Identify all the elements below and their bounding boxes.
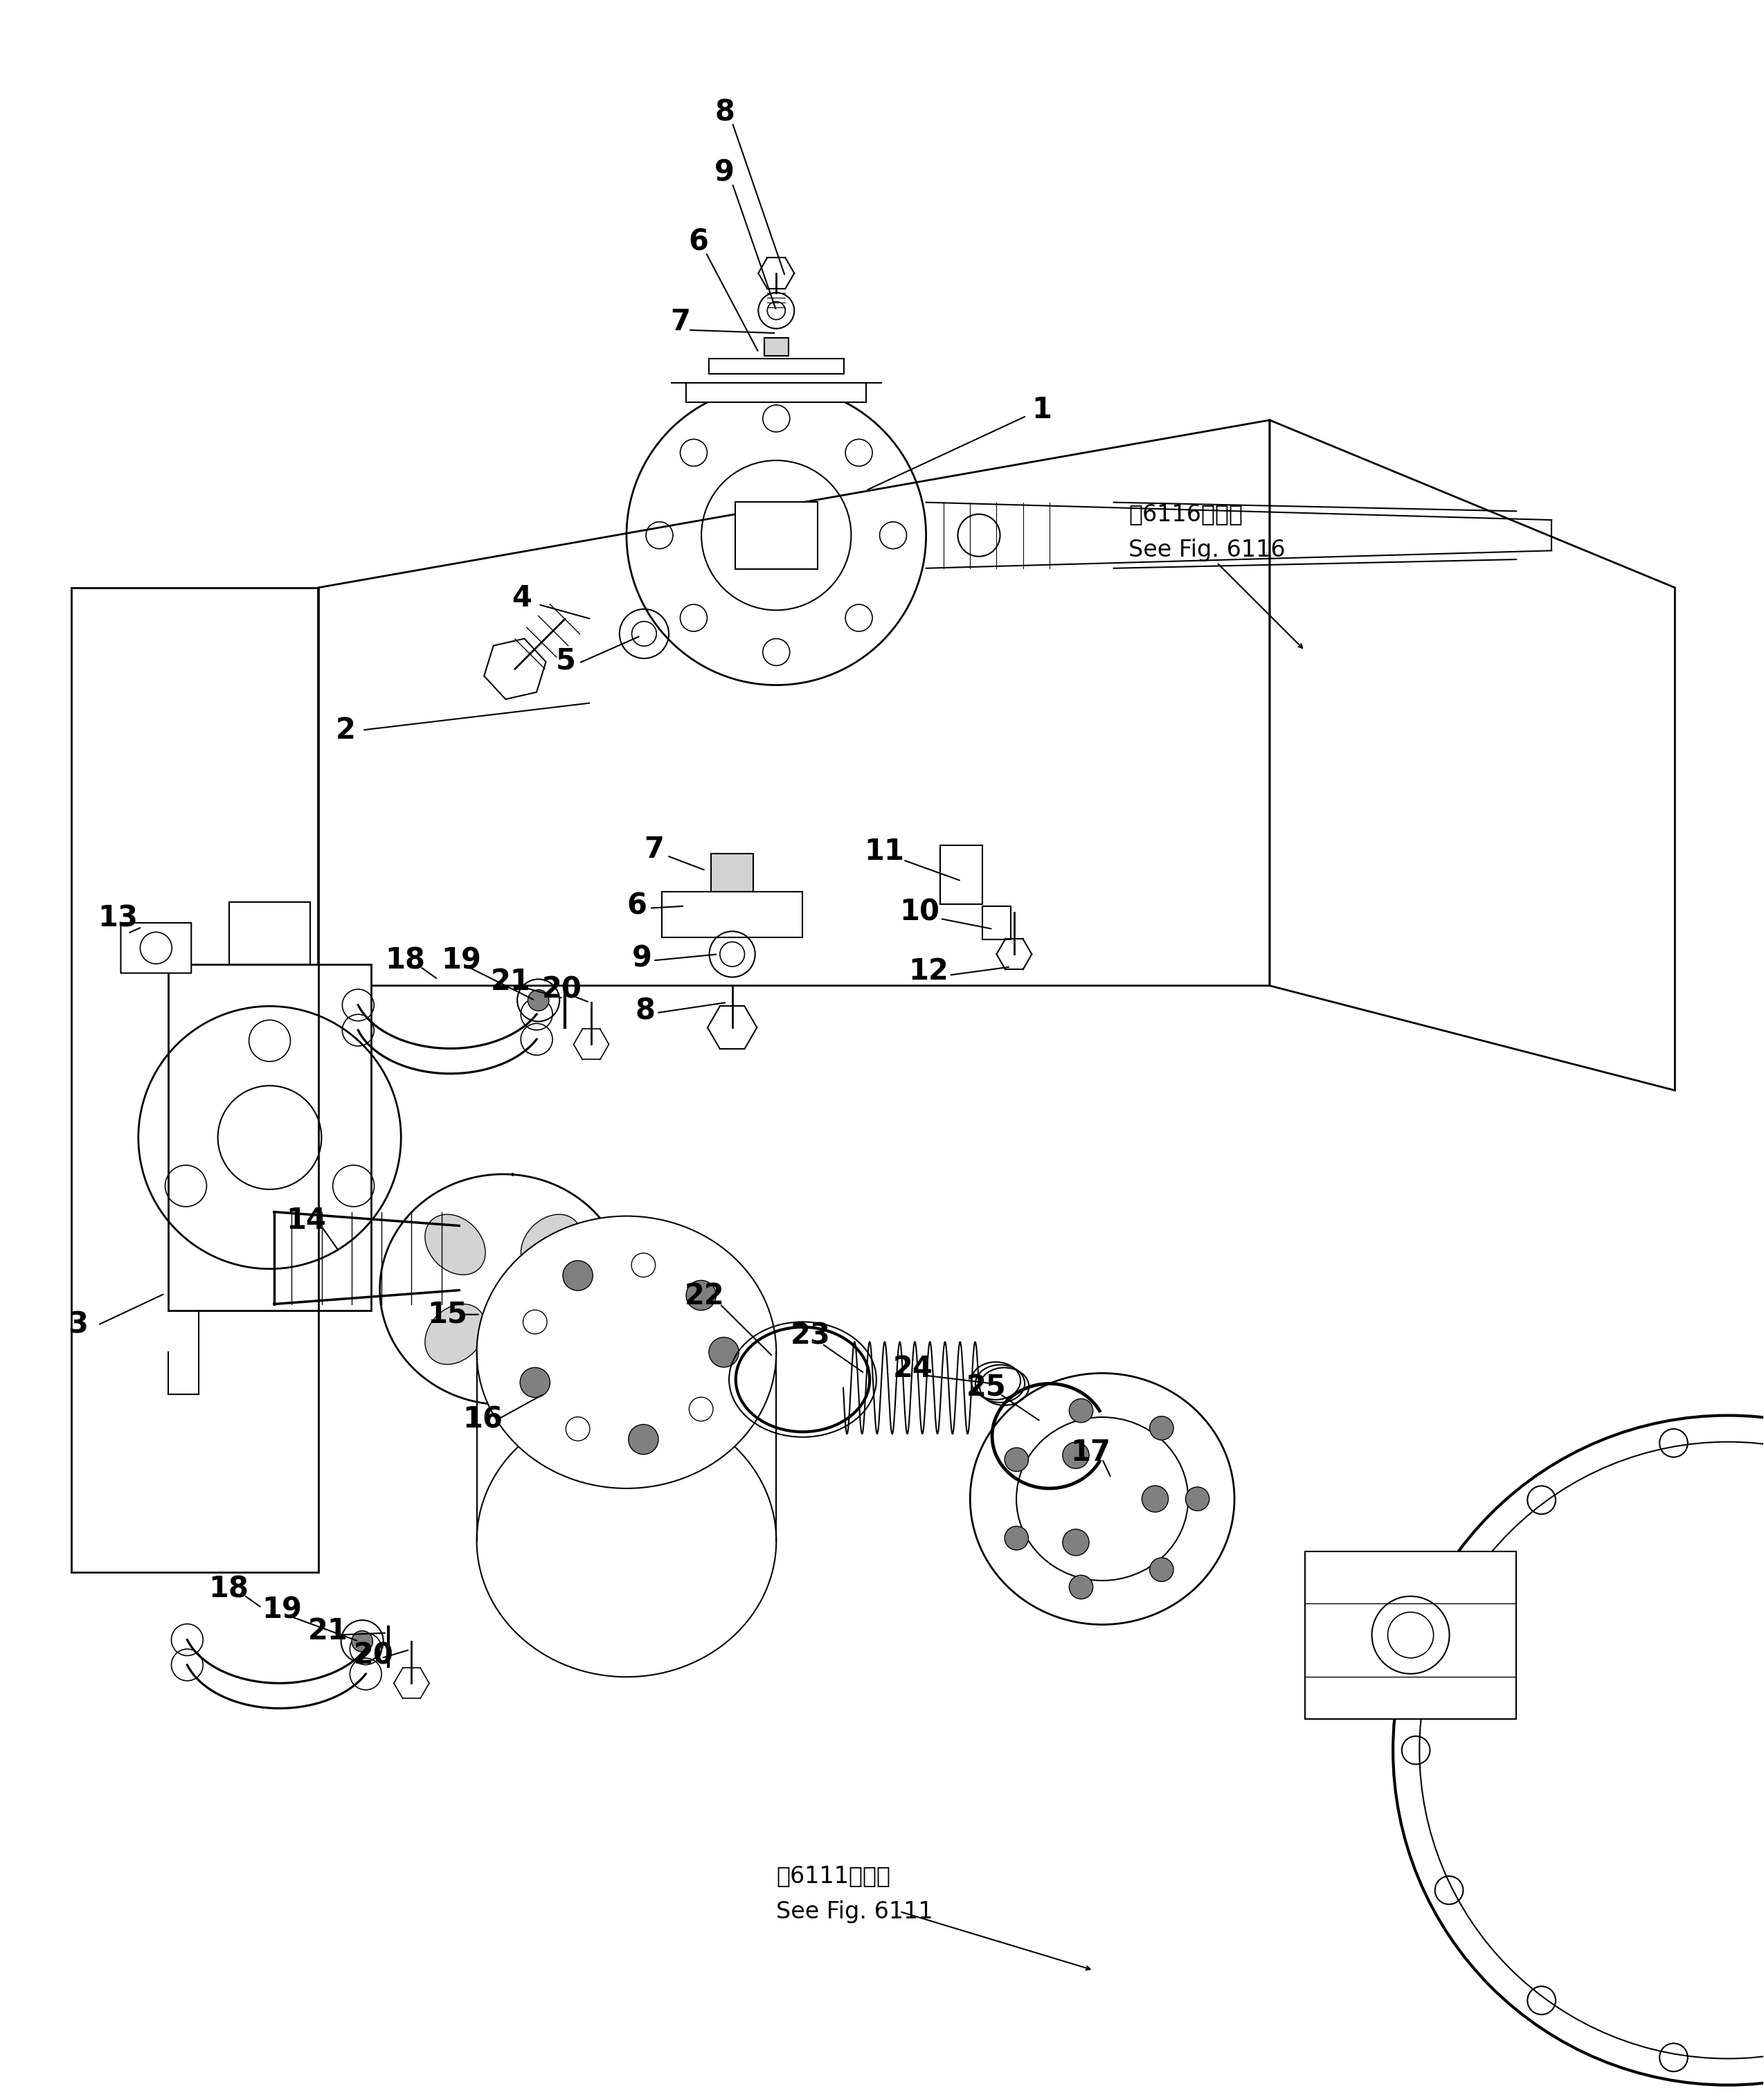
Text: 19: 19 [441,946,482,975]
Text: 21: 21 [490,967,531,996]
Circle shape [1062,1443,1088,1468]
Circle shape [686,1281,716,1311]
Text: 24: 24 [893,1355,933,1384]
Circle shape [958,514,1000,556]
Text: 3: 3 [69,1311,88,1340]
Text: 19: 19 [261,1596,302,1625]
Text: 8: 8 [635,996,656,1025]
Circle shape [351,1631,372,1652]
Circle shape [709,1338,739,1367]
Text: 8: 8 [714,99,734,126]
Circle shape [1069,1575,1094,1600]
Text: 5: 5 [556,646,577,675]
Ellipse shape [476,1216,776,1489]
Circle shape [520,1367,550,1397]
Ellipse shape [520,1304,582,1365]
Text: 12: 12 [908,956,949,986]
Circle shape [527,990,549,1011]
Circle shape [628,1424,658,1455]
Text: 2: 2 [335,715,356,744]
FancyBboxPatch shape [662,891,803,937]
FancyBboxPatch shape [229,902,310,965]
Circle shape [1005,1527,1028,1550]
Text: 7: 7 [670,306,691,336]
Text: 21: 21 [307,1617,348,1646]
Text: 1: 1 [1032,394,1051,424]
Text: 7: 7 [644,835,665,864]
FancyBboxPatch shape [764,338,789,356]
Circle shape [1150,1415,1173,1441]
Text: See Fig. 6111: See Fig. 6111 [776,1900,933,1923]
Text: 11: 11 [864,837,905,866]
Text: 20: 20 [353,1642,393,1671]
Circle shape [1005,1447,1028,1472]
Circle shape [1185,1487,1210,1510]
FancyBboxPatch shape [940,845,983,904]
Text: 18: 18 [385,946,425,975]
FancyBboxPatch shape [686,382,866,403]
Text: 22: 22 [684,1281,725,1311]
Text: 13: 13 [97,904,138,933]
Text: 10: 10 [900,898,940,927]
Text: See Fig. 6116: See Fig. 6116 [1129,539,1286,562]
Circle shape [1150,1558,1173,1581]
Circle shape [1062,1529,1088,1556]
FancyBboxPatch shape [120,923,191,973]
FancyBboxPatch shape [168,965,370,1311]
Circle shape [1069,1399,1094,1422]
Text: 15: 15 [427,1300,467,1329]
Ellipse shape [520,1214,582,1275]
Text: 第6116図参照: 第6116図参照 [1129,503,1244,526]
Text: 4: 4 [512,583,533,612]
Text: 9: 9 [632,944,651,973]
Text: 14: 14 [286,1206,326,1235]
Text: 17: 17 [1071,1439,1111,1468]
FancyBboxPatch shape [711,853,753,891]
FancyBboxPatch shape [983,906,1011,939]
FancyBboxPatch shape [736,501,817,568]
Text: 20: 20 [542,975,582,1004]
Text: 23: 23 [790,1321,831,1350]
Text: 9: 9 [714,159,734,187]
Circle shape [563,1260,593,1290]
FancyBboxPatch shape [1305,1552,1517,1720]
Text: 18: 18 [208,1575,249,1604]
Ellipse shape [425,1214,485,1275]
Text: 16: 16 [462,1405,503,1434]
Text: 25: 25 [967,1374,1007,1403]
Text: 6: 6 [688,226,709,256]
Circle shape [1141,1485,1168,1512]
Text: 第6111図参照: 第6111図参照 [776,1864,891,1887]
Text: 6: 6 [626,891,647,921]
Ellipse shape [425,1304,485,1365]
FancyBboxPatch shape [709,359,843,373]
